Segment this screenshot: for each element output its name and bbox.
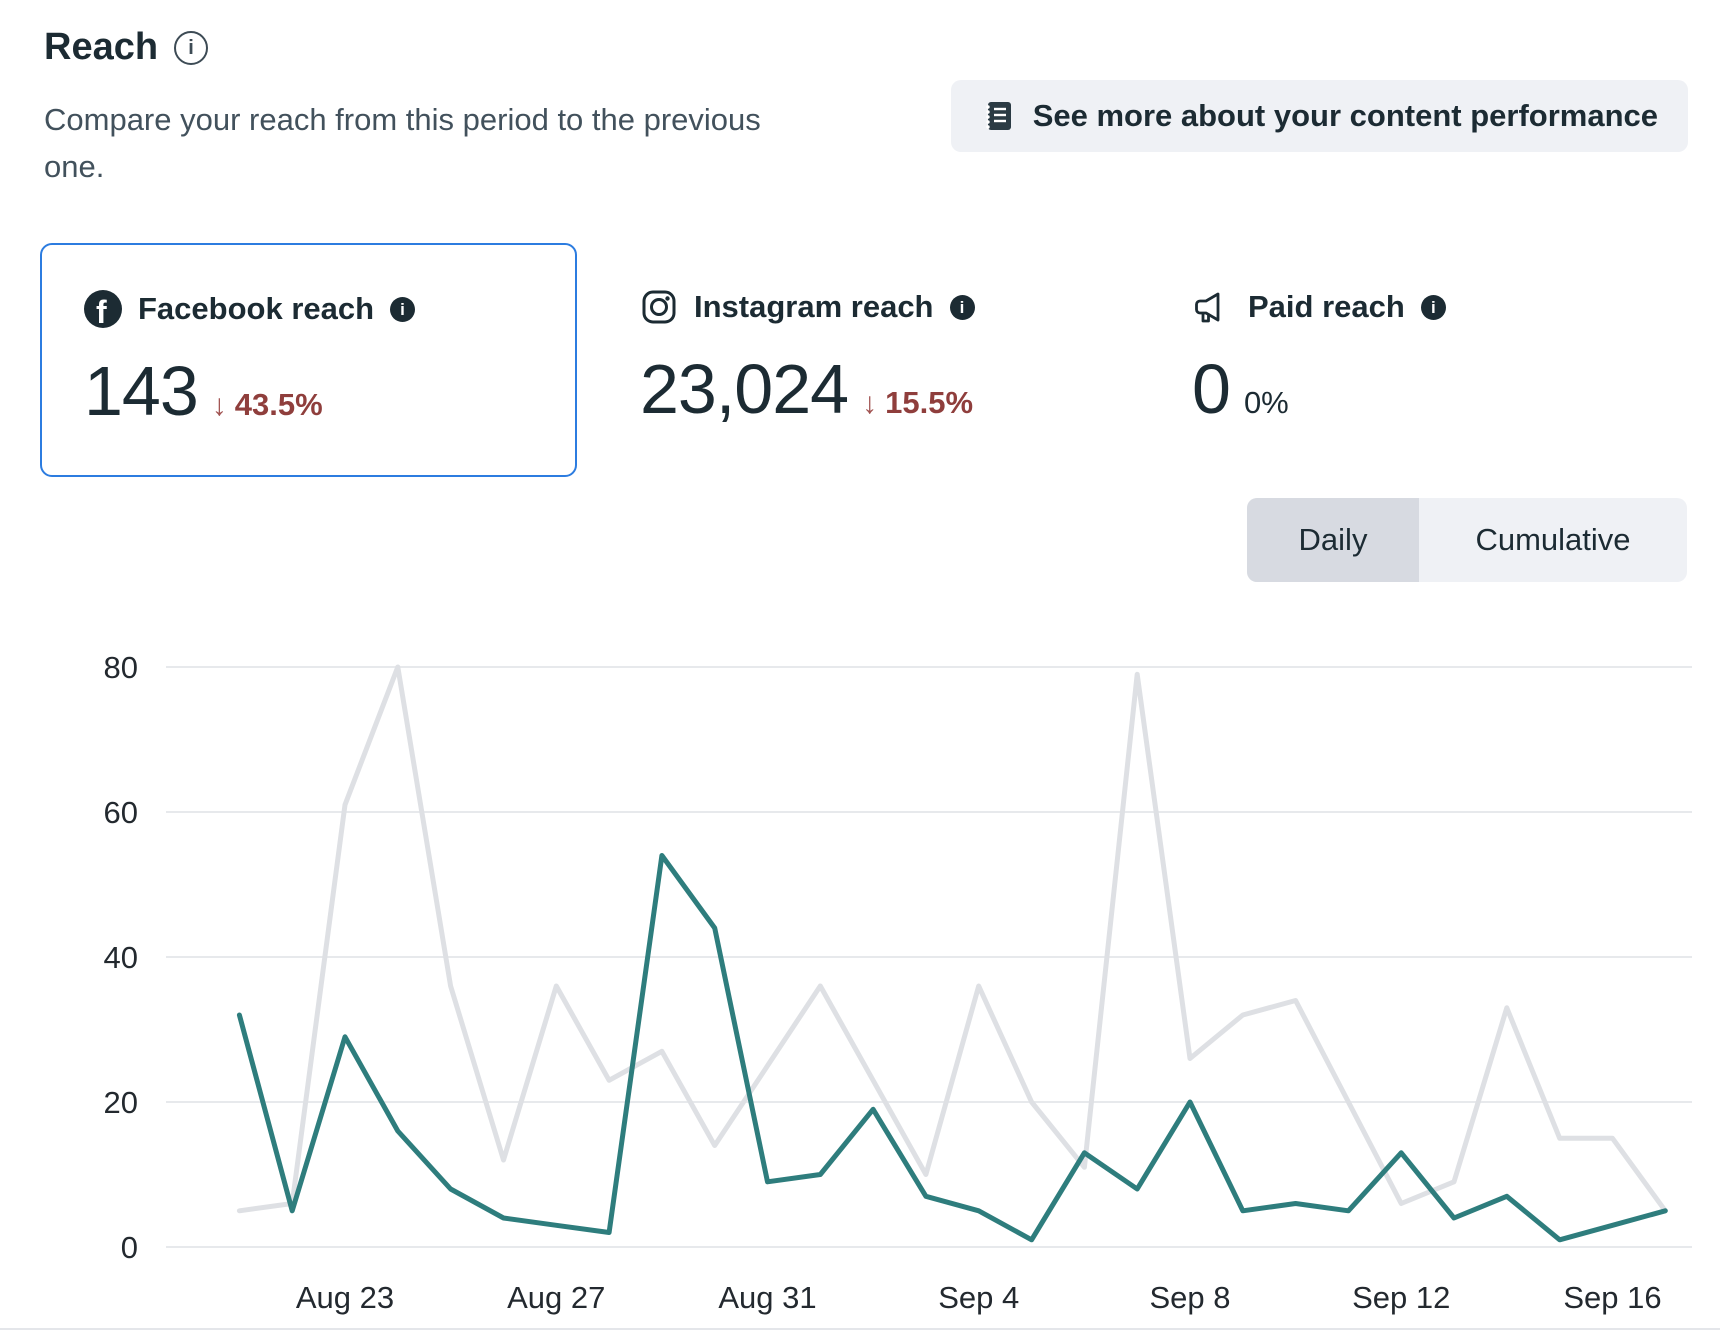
series-line-this-period-daily-reach- [236,853,1668,1243]
facebook-reach-label: Facebook reach [138,291,375,326]
x-tick-label: Sep 16 [1563,1280,1661,1315]
x-tick-label: Aug 31 [718,1280,816,1315]
paid-reach-label: Paid reach [1248,289,1405,324]
facebook-reach-delta: ↓ 43.5% [212,387,323,423]
y-tick-label: 40 [104,940,138,975]
paid-reach-delta: 0% [1244,385,1289,421]
x-tick-label: Sep 12 [1352,1280,1450,1315]
instagram-reach-info-icon[interactable]: i [949,294,975,320]
facebook-reach-value: 143 [84,352,199,430]
reach-line-chart[interactable]: 0 20 40 60 80 Aug 23 Aug 27 Aug 31 Sep 4 Sep 8 Sep… [0,590,1720,1330]
facebook-reach-card[interactable]: f Facebook reach i 143 ↓ 43.5% [40,243,577,477]
content-journal-icon [985,102,1011,130]
instagram-reach-delta: ↓ 15.5% [862,385,973,421]
instagram-reach-delta-value: 15.5% [885,385,974,420]
page-subtitle: Compare your reach from this period to t… [44,102,761,184]
paid-reach-delta-value: 0% [1243,385,1289,420]
paid-reach-info-icon[interactable]: i [1420,294,1446,320]
x-tick-label: Aug 23 [296,1280,394,1315]
x-tick-label: Sep 4 [938,1280,1019,1315]
paid-reach-value: 0 [1192,350,1231,428]
x-tick-label: Sep 8 [1149,1280,1230,1315]
tab-daily[interactable]: Daily [1247,498,1419,582]
reach-info-icon[interactable]: i [174,30,209,65]
page-title: Reach [44,26,159,68]
y-tick-label: 80 [104,650,138,685]
tab-cumulative[interactable]: Cumulative [1475,522,1631,557]
down-arrow-icon: ↓ [862,387,878,420]
megaphone-icon [1195,292,1220,323]
y-tick-label: 60 [104,795,138,830]
down-arrow-icon: ↓ [211,389,227,422]
instagram-reach-card[interactable]: Instagram reach i 23,024 ↓ 15.5% [640,287,975,429]
x-tick-label: Aug 27 [507,1280,605,1315]
y-tick-label: 20 [104,1085,138,1120]
y-tick-label: 0 [121,1230,138,1265]
facebook-reach-info-icon[interactable]: i [390,296,416,322]
header: Reach i [44,26,209,69]
instagram-reach-label: Instagram reach [694,289,934,324]
chart-mode-toggle: Daily Cumulative [1247,498,1687,582]
see-more-content-performance-button[interactable]: See more about your content performance [950,80,1688,152]
paid-reach-card[interactable]: Paid reach i 0 0% [1192,287,1446,429]
facebook-icon: f [84,290,122,328]
see-more-label: See more about your content performance [1032,98,1658,133]
series-line-previous-period [236,664,1668,1214]
facebook-reach-delta-value: 43.5% [234,387,323,422]
instagram-reach-value: 23,024 [640,350,849,428]
instagram-icon [642,290,676,324]
